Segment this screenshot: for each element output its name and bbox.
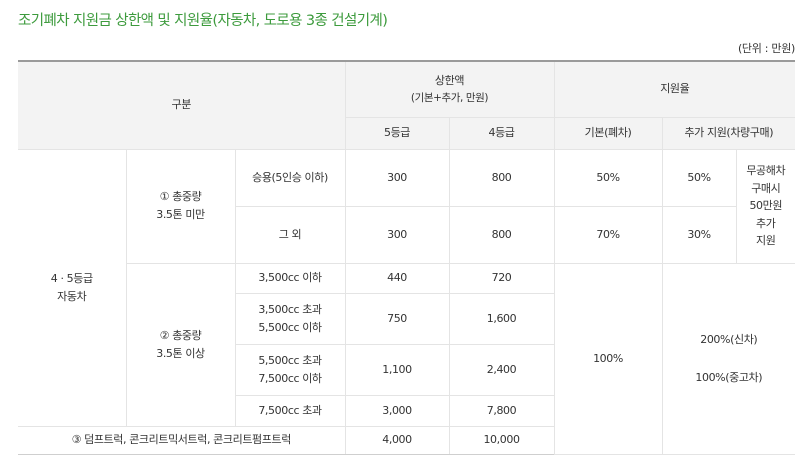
- sub1-line1: ① 총중량: [159, 190, 202, 204]
- group-line1: 4 · 5등급: [50, 271, 93, 285]
- row-label-line2: 5,500cc 이하: [258, 320, 322, 334]
- table-row: 4 · 5등급 자동차 ① 총중량 3.5톤 미만 승용(5인승 이하) 300…: [18, 148, 796, 427]
- row-label: 승용(5인승 이하): [234, 148, 346, 207]
- note-line: 추가: [756, 216, 776, 230]
- base-rate-100: 100%: [553, 262, 663, 455]
- note-line: 구매시: [751, 181, 781, 195]
- sub2-line2: 3.5톤 이상: [156, 346, 205, 360]
- header-rate: 지원율: [553, 60, 796, 118]
- row-label: 그 외: [235, 205, 346, 264]
- note-line: 지원: [756, 234, 776, 248]
- grade5-value: 1,100: [344, 343, 450, 396]
- row-label: 7,500cc 초과: [235, 394, 346, 427]
- grade5-value: 4,000: [344, 425, 450, 455]
- grade4-value: 10,000: [448, 425, 555, 455]
- sub1-line2: 3.5톤 미만: [156, 208, 205, 221]
- header-grade5: 5등급: [345, 116, 450, 150]
- page-title: 조기폐차 지원금 상한액 및 지원율(자동차, 도로용 3종 건설기계): [18, 13, 388, 29]
- extra-used-car: 100%(중고차): [695, 370, 763, 384]
- extra-new-car: 200%(신차): [700, 332, 758, 346]
- header-extra: 추가 지원(차량구매): [661, 116, 796, 150]
- row-label: 3,500cc 초과 5,500cc 이하: [235, 292, 346, 345]
- subsidy-table: 구분 상한액 (기본+추가, 만원) 지원율 5등급 4등급 기본(폐차) 추가…: [18, 60, 796, 455]
- grade5-value: 300: [344, 148, 450, 207]
- sub2-cell: ② 총중량 3.5톤 이상: [126, 262, 236, 427]
- row-label-line1: 5,500cc 초과: [258, 353, 322, 367]
- header-row-1: 구분 상한액 (기본+추가, 만원) 지원율: [18, 60, 796, 150]
- group-cell: 4 · 5등급 자동차: [18, 148, 127, 427]
- base-rate: 50%: [553, 148, 663, 207]
- header-limit-sub: (기본+추가, 만원): [410, 91, 489, 104]
- header-base: 기본(폐차): [553, 116, 663, 150]
- table-row: 7,500cc 초과 3,000 7,800: [18, 394, 795, 427]
- table-row: ② 총중량 3.5톤 이상 3,500cc 이하 440 720 100% 20…: [18, 262, 796, 455]
- grade4-value: 720: [448, 262, 555, 294]
- row-label: ③ 덤프트럭, 콘크리트믹서트럭, 콘크리트펌프트럭: [18, 425, 346, 455]
- ev-bonus-note: 무공해차 구매시 50만원 추가 지원: [735, 148, 796, 264]
- note-line: 무공해차: [746, 164, 786, 178]
- sub1-cell: ① 총중량 3.5톤 미만: [125, 148, 236, 264]
- row-label: 3,500cc 이하: [234, 262, 346, 294]
- base-rate: 70%: [553, 205, 663, 264]
- grade4-value: 800: [448, 148, 555, 207]
- extra-rate: 30%: [661, 205, 737, 264]
- extra-rate: 50%: [661, 148, 737, 207]
- table-row: 3,500cc 초과 5,500cc 이하 750 1,600: [18, 292, 795, 345]
- grade4-value: 2,400: [448, 343, 555, 396]
- table-row: 5,500cc 초과 7,500cc 이하 1,100 2,400: [18, 343, 795, 396]
- table-row: ③ 덤프트럭, 콘크리트믹서트럭, 콘크리트펌프트럭 4,000 10,000: [18, 425, 795, 455]
- grade5-value: 750: [344, 292, 450, 345]
- extra-rate-large: 200%(신차) 100%(중고차): [661, 262, 796, 455]
- grade5-value: 300: [344, 205, 450, 264]
- sub2-line1: ② 총중량: [159, 328, 202, 342]
- grade4-value: 1,600: [448, 292, 555, 345]
- table-row: 그 외 300 800 70% 30%: [18, 205, 795, 264]
- note-line: 50만원: [749, 199, 783, 213]
- row-label-line2: 7,500cc 이하: [258, 371, 322, 385]
- header-grade4: 4등급: [448, 116, 555, 150]
- grade4-value: 7,800: [448, 394, 555, 427]
- grade5-value: 440: [344, 262, 450, 294]
- header-limit: 상한액 (기본+추가, 만원): [344, 60, 555, 118]
- group-line2: 자동차: [57, 289, 87, 303]
- header-limit-label: 상한액: [434, 74, 465, 88]
- row-label: 5,500cc 초과 7,500cc 이하: [235, 343, 346, 396]
- row-label-line1: 3,500cc 초과: [258, 302, 322, 316]
- header-category: 구분: [18, 60, 346, 150]
- grade5-value: 3,000: [344, 394, 450, 427]
- grade4-value: 800: [448, 205, 555, 264]
- unit-label: (단위 : 만원): [737, 42, 795, 55]
